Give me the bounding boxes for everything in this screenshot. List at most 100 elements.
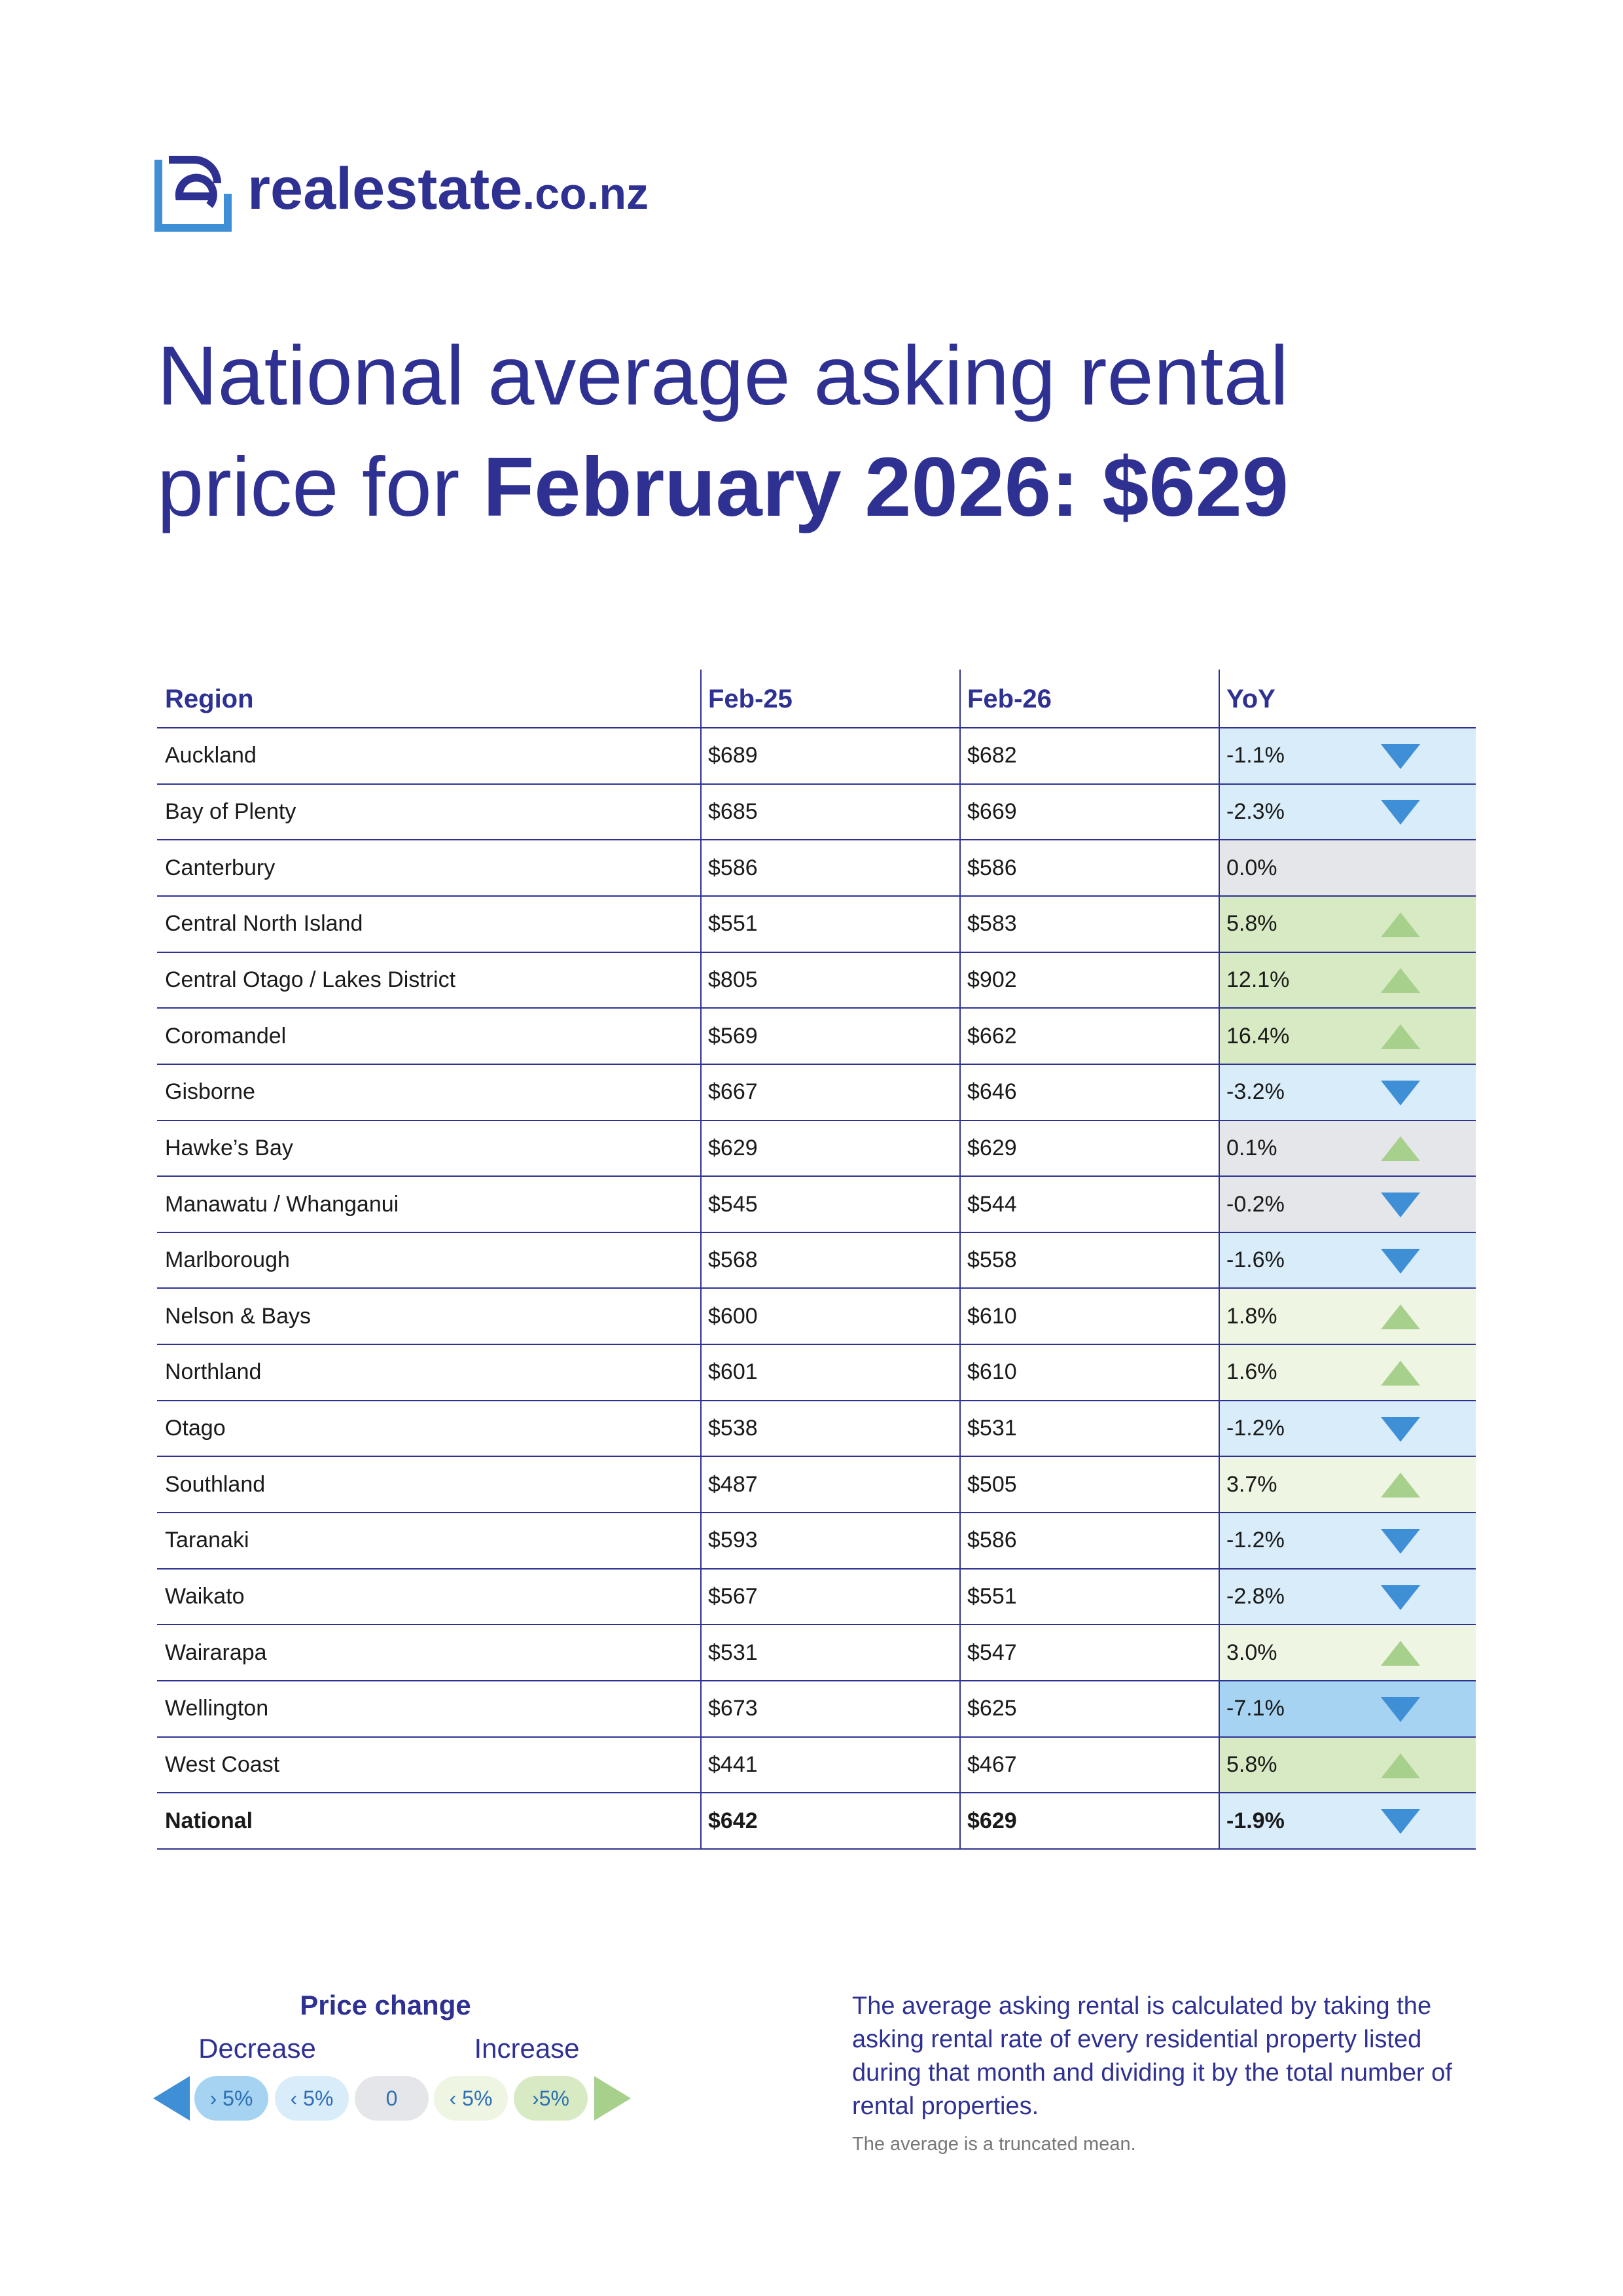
table-cell: $551 [967, 1584, 1017, 1609]
table-cell: $505 [967, 1471, 1017, 1497]
trend-arrow [1381, 744, 1420, 769]
table-cell: $629 [967, 1135, 1017, 1160]
table-cell: $646 [967, 1079, 1017, 1105]
table-cell: $625 [967, 1696, 1017, 1721]
arrow-shape [1381, 744, 1420, 769]
table-cell: $682 [967, 743, 1017, 768]
table-cell: $610 [967, 1303, 1017, 1329]
logo-text: realestate.co.nz [247, 156, 649, 223]
table-cell: -1.1% [1219, 728, 1476, 783]
table-cell: -1.2% [1219, 1513, 1476, 1568]
trend-arrow [1381, 800, 1420, 825]
table-cell: $629 [708, 1135, 758, 1160]
table-cell: 3.0% [1219, 1625, 1476, 1681]
table-cell: Central North Island [165, 911, 363, 937]
trend-arrow [1381, 1416, 1420, 1442]
table-row: Central Otago / Lakes District $805 $902 12… [157, 952, 1476, 1009]
table-cell: $531 [708, 1640, 758, 1665]
column-rule [700, 670, 702, 1850]
arrow-shape [1381, 968, 1420, 994]
arrow-shape [1381, 1753, 1420, 1778]
table-cell: 1.8% [1219, 1289, 1476, 1344]
trend-arrow [1381, 1080, 1420, 1105]
arrow-shape [1381, 1585, 1420, 1610]
legend-pill: 0 [355, 2076, 429, 2121]
table-cell: $558 [967, 1247, 1017, 1273]
table-cell: $586 [967, 855, 1017, 880]
table-cell: -1.9% [1219, 1793, 1476, 1848]
table-cell: $567 [708, 1584, 758, 1609]
table-cell: 16.4% [1219, 1009, 1476, 1064]
legend-arrow-left [153, 2076, 190, 2121]
arrow-shape [1381, 1136, 1420, 1162]
trend-arrow [1381, 1136, 1420, 1162]
table-cell: Hawke’s Bay [165, 1135, 293, 1160]
trend-arrow [1381, 1024, 1420, 1050]
table-cell: 0.0% [1219, 840, 1476, 895]
arrow-shape [1381, 1304, 1420, 1330]
legend-decrease: Decrease [198, 2033, 316, 2064]
title-prefix: price for [157, 440, 483, 534]
arrow-shape [1381, 912, 1420, 937]
table-row: Canterbury $586 $586 0.0% [157, 840, 1476, 897]
table-cell: Gisborne [165, 1079, 255, 1105]
table-cell: -1.6% [1219, 1232, 1476, 1288]
legend-increase: Increase [474, 2033, 580, 2064]
table-cell: $569 [708, 1023, 758, 1049]
arrow-shape [1381, 1641, 1420, 1666]
logo [154, 154, 233, 236]
table-row: National $642 $629 -1.9% [157, 1793, 1476, 1850]
table-cell: 1.6% [1219, 1345, 1476, 1400]
table-cell: $629 [967, 1808, 1017, 1833]
table-cell: Manawatu / Whanganui [165, 1191, 399, 1217]
table-row: Bay of Plenty $685 $669 -2.3% [157, 784, 1476, 841]
logo-name: realestate [247, 156, 523, 222]
table-row: West Coast $441 $467 5.8% [157, 1737, 1476, 1794]
table-cell: $600 [708, 1303, 758, 1329]
table-cell: -3.2% [1219, 1064, 1476, 1120]
header-rule [157, 727, 1219, 728]
table-cell: $662 [967, 1023, 1017, 1049]
table-cell: $583 [967, 911, 1017, 937]
table-cell: 12.1% [1219, 952, 1476, 1008]
column-rule [1219, 670, 1220, 1850]
table-row: Wellington $673 $625 -7.1% [157, 1681, 1476, 1738]
table-cell: Northland [165, 1359, 262, 1385]
arrow-shape [1381, 1080, 1420, 1105]
table-cell: 5.8% [1219, 1737, 1476, 1793]
legend-pill: › 5% [194, 2076, 268, 2121]
table-cell: Southland [165, 1471, 266, 1497]
table-cell: $568 [708, 1247, 758, 1273]
table-row: Nelson & Bays $600 $610 1.8% [157, 1289, 1476, 1346]
table-row: Marlborough $568 $558 -1.6% [157, 1232, 1476, 1289]
table-cell: $601 [708, 1359, 758, 1385]
legend-title: Price change [300, 1990, 471, 2020]
trend-arrow [1381, 1193, 1420, 1217]
header-rule [1219, 727, 1476, 728]
table-cell: 0.1% [1219, 1121, 1476, 1176]
table-cell: $531 [967, 1416, 1017, 1441]
table-row: Wairarapa $531 $547 3.0% [157, 1625, 1476, 1682]
table-cell: Otago [165, 1416, 226, 1441]
table-cell: Wairarapa [165, 1640, 267, 1665]
table-row: Northland $601 $610 1.6% [157, 1345, 1476, 1401]
table-cell: Auckland [165, 743, 257, 768]
arrow-shape [1381, 1024, 1420, 1050]
table-cell: West Coast [165, 1752, 280, 1777]
title-bold: February 2026: $629 [482, 440, 1289, 534]
table-row: Otago $538 $531 -1.2% [157, 1401, 1476, 1458]
table-row: Waikato $567 $551 -2.8% [157, 1569, 1476, 1626]
logo-domain: .co.nz [522, 169, 649, 219]
trend-arrow [1381, 1473, 1420, 1498]
column-rule [959, 670, 961, 1850]
table-cell: $547 [967, 1640, 1017, 1665]
table-cell: -0.2% [1219, 1177, 1476, 1232]
table-cell: $667 [708, 1079, 758, 1105]
arrow-shape [1381, 1360, 1420, 1386]
trend-arrow [1381, 968, 1420, 994]
table-header: Region Feb-25 Feb-26 YoY [157, 670, 1476, 728]
arrow-shape [1381, 1809, 1420, 1835]
table-cell: Marlborough [165, 1247, 290, 1273]
title-line: National average asking rental [157, 329, 1289, 423]
